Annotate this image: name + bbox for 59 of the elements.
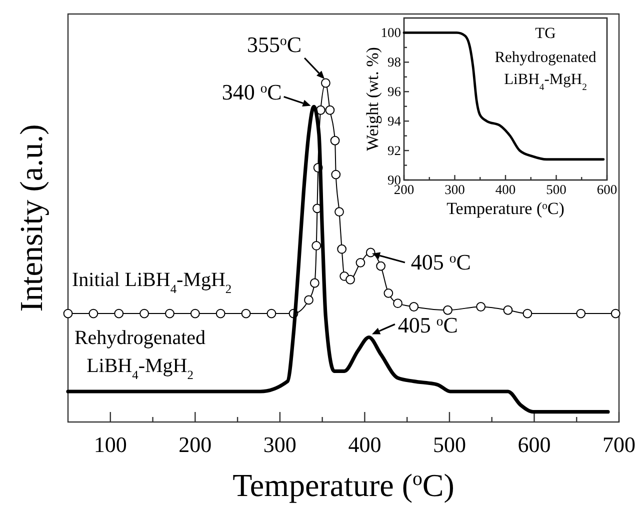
x-tick-label: 300 <box>263 432 296 457</box>
point <box>266 308 276 318</box>
point <box>384 288 394 298</box>
annotation: 355$^{o}$C <box>247 32 302 57</box>
x-axis-title: Temperature ($^{o}$C) <box>446 199 564 218</box>
point <box>321 78 330 88</box>
y-tick-label: 94 <box>388 114 402 129</box>
annotation: 405 $^{o}$C <box>410 250 471 274</box>
point <box>366 248 376 258</box>
annotation: 405 $^{o}$C <box>398 312 458 338</box>
y-tick-label: 98 <box>388 54 402 70</box>
annotation: Rehydrogenated LiBH$_{4}$-MgH$_{2}$ <box>494 49 597 92</box>
x-tick-label: 500 <box>432 432 466 457</box>
point <box>610 308 620 318</box>
point <box>476 302 486 312</box>
annotation: 340 $^{o}$C <box>222 80 282 105</box>
point <box>346 274 355 284</box>
annotation: TG <box>535 25 556 42</box>
x-tick-label: 700 <box>602 432 636 457</box>
y-axis-title: Intensity (a.u.) <box>13 124 49 312</box>
point <box>393 298 402 308</box>
y-tick-label: 100 <box>380 25 402 40</box>
point <box>241 308 251 318</box>
x-tick-label: 100 <box>94 432 127 457</box>
series-label: Initial LiBH$_{4}$-MgH$_{2}$ <box>72 269 232 296</box>
point <box>63 308 73 318</box>
point <box>325 105 335 115</box>
point <box>331 170 341 180</box>
series-label: Rehydrogenated LiBH$_{4}$-MgH$_{2}$ <box>74 327 206 382</box>
point <box>304 295 314 305</box>
point <box>337 244 347 254</box>
x-tick-label: 500 <box>546 182 567 197</box>
point <box>190 308 200 318</box>
x-tick-label: 600 <box>518 432 551 457</box>
point <box>88 308 98 318</box>
point <box>216 308 226 318</box>
x-axis-title: Temperature ($^{o}$C) <box>232 467 454 503</box>
point <box>310 278 320 288</box>
point <box>356 258 366 268</box>
point <box>330 136 340 146</box>
x-tick-label: 600 <box>596 182 618 197</box>
point <box>334 207 344 217</box>
point <box>376 261 386 271</box>
point <box>140 308 149 318</box>
point <box>443 305 452 315</box>
point <box>522 308 532 318</box>
x-tick-label: 200 <box>178 432 212 457</box>
x-tick-label: 300 <box>444 182 466 197</box>
y-tick-label: 96 <box>388 84 402 100</box>
x-tick-label: 400 <box>348 432 382 457</box>
point <box>503 305 513 315</box>
point <box>312 241 322 250</box>
point <box>576 308 586 318</box>
point <box>114 308 124 318</box>
y-axis-title: Weight (wt. %) <box>363 47 382 151</box>
point <box>165 308 174 318</box>
y-tick-label: 92 <box>388 143 401 158</box>
x-tick-label: 400 <box>495 182 516 197</box>
point <box>409 302 419 312</box>
